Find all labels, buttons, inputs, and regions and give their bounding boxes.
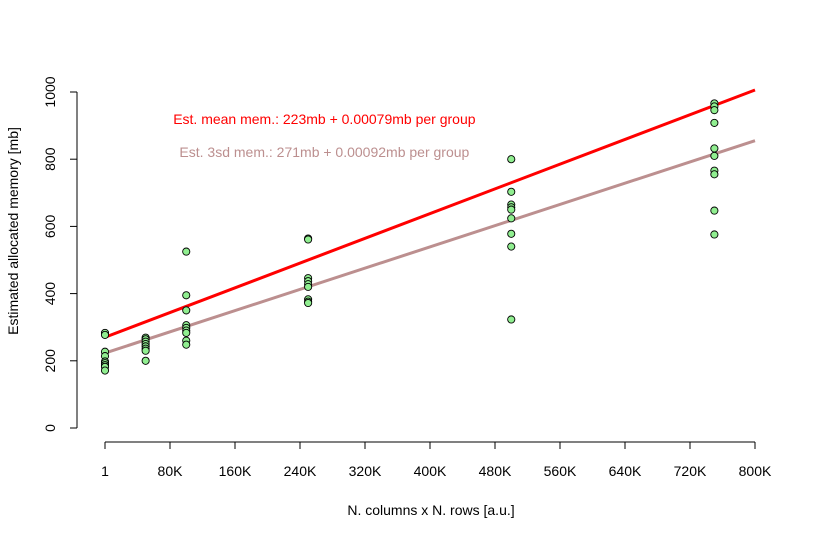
data-points (100, 99, 719, 375)
y-tick-label: 400 (42, 282, 58, 306)
data-point (507, 187, 516, 196)
data-point (182, 340, 191, 349)
data-point (304, 235, 313, 244)
data-point (710, 206, 719, 215)
x-tick-label: 400K (414, 463, 447, 479)
y-axis-label: Estimated allocated memory [mb] (5, 127, 21, 335)
x-tick-label: 320K (349, 463, 382, 479)
x-axis-label: N. columns x N. rows [a.u.] (347, 502, 514, 518)
x-tick-label: 480K (479, 463, 512, 479)
data-point (141, 356, 150, 365)
x-tick-label: 240K (284, 463, 317, 479)
data-point (507, 205, 516, 214)
data-point (710, 118, 719, 127)
data-point (141, 346, 150, 355)
data-point (182, 306, 191, 315)
data-point (507, 315, 516, 324)
x-tick-label: 160K (219, 463, 252, 479)
data-point (304, 298, 313, 308)
y-tick-label: 600 (42, 215, 58, 239)
y-tick-label: 1000 (42, 76, 58, 107)
data-point (507, 155, 516, 164)
y-tick-label: 0 (42, 424, 58, 432)
annotations: Est. mean mem.: 223mb + 0.00079mb per gr… (173, 111, 476, 160)
sd-memory-annotation: Est. 3sd mem.: 271mb + 0.00092mb per gro… (179, 144, 469, 160)
data-point (710, 144, 719, 153)
y-tick-label: 800 (42, 147, 58, 171)
data-point (507, 229, 516, 238)
mean-fit-line (104, 88, 756, 339)
data-point (182, 328, 191, 337)
mean-memory-annotation: Est. mean mem.: 223mb + 0.00079mb per gr… (173, 111, 476, 127)
x-axis: 1 80K 160K 240K 320K 400K 480K 560K 640K 720K 800K (101, 441, 772, 479)
sd-fit-line (104, 139, 756, 355)
data-point (182, 247, 191, 256)
data-point (100, 366, 110, 375)
data-point (507, 214, 516, 223)
x-tick-label: 640K (609, 463, 642, 479)
data-point (182, 291, 191, 300)
y-axis: 0 200 400 600 800 1000 (42, 76, 78, 432)
x-tick-label: 800K (739, 463, 772, 479)
data-point (710, 170, 719, 179)
x-tick-label: 1 (101, 463, 109, 479)
data-point (710, 151, 719, 160)
data-point (507, 242, 516, 251)
fit-lines (104, 88, 756, 355)
x-tick-label: 560K (544, 463, 577, 479)
x-tick-label: 80K (158, 463, 184, 479)
y-tick-label: 200 (42, 349, 58, 373)
data-point (710, 106, 719, 115)
x-tick-label: 720K (674, 463, 707, 479)
data-point (100, 330, 110, 339)
data-point (710, 230, 719, 239)
data-point (304, 282, 313, 291)
